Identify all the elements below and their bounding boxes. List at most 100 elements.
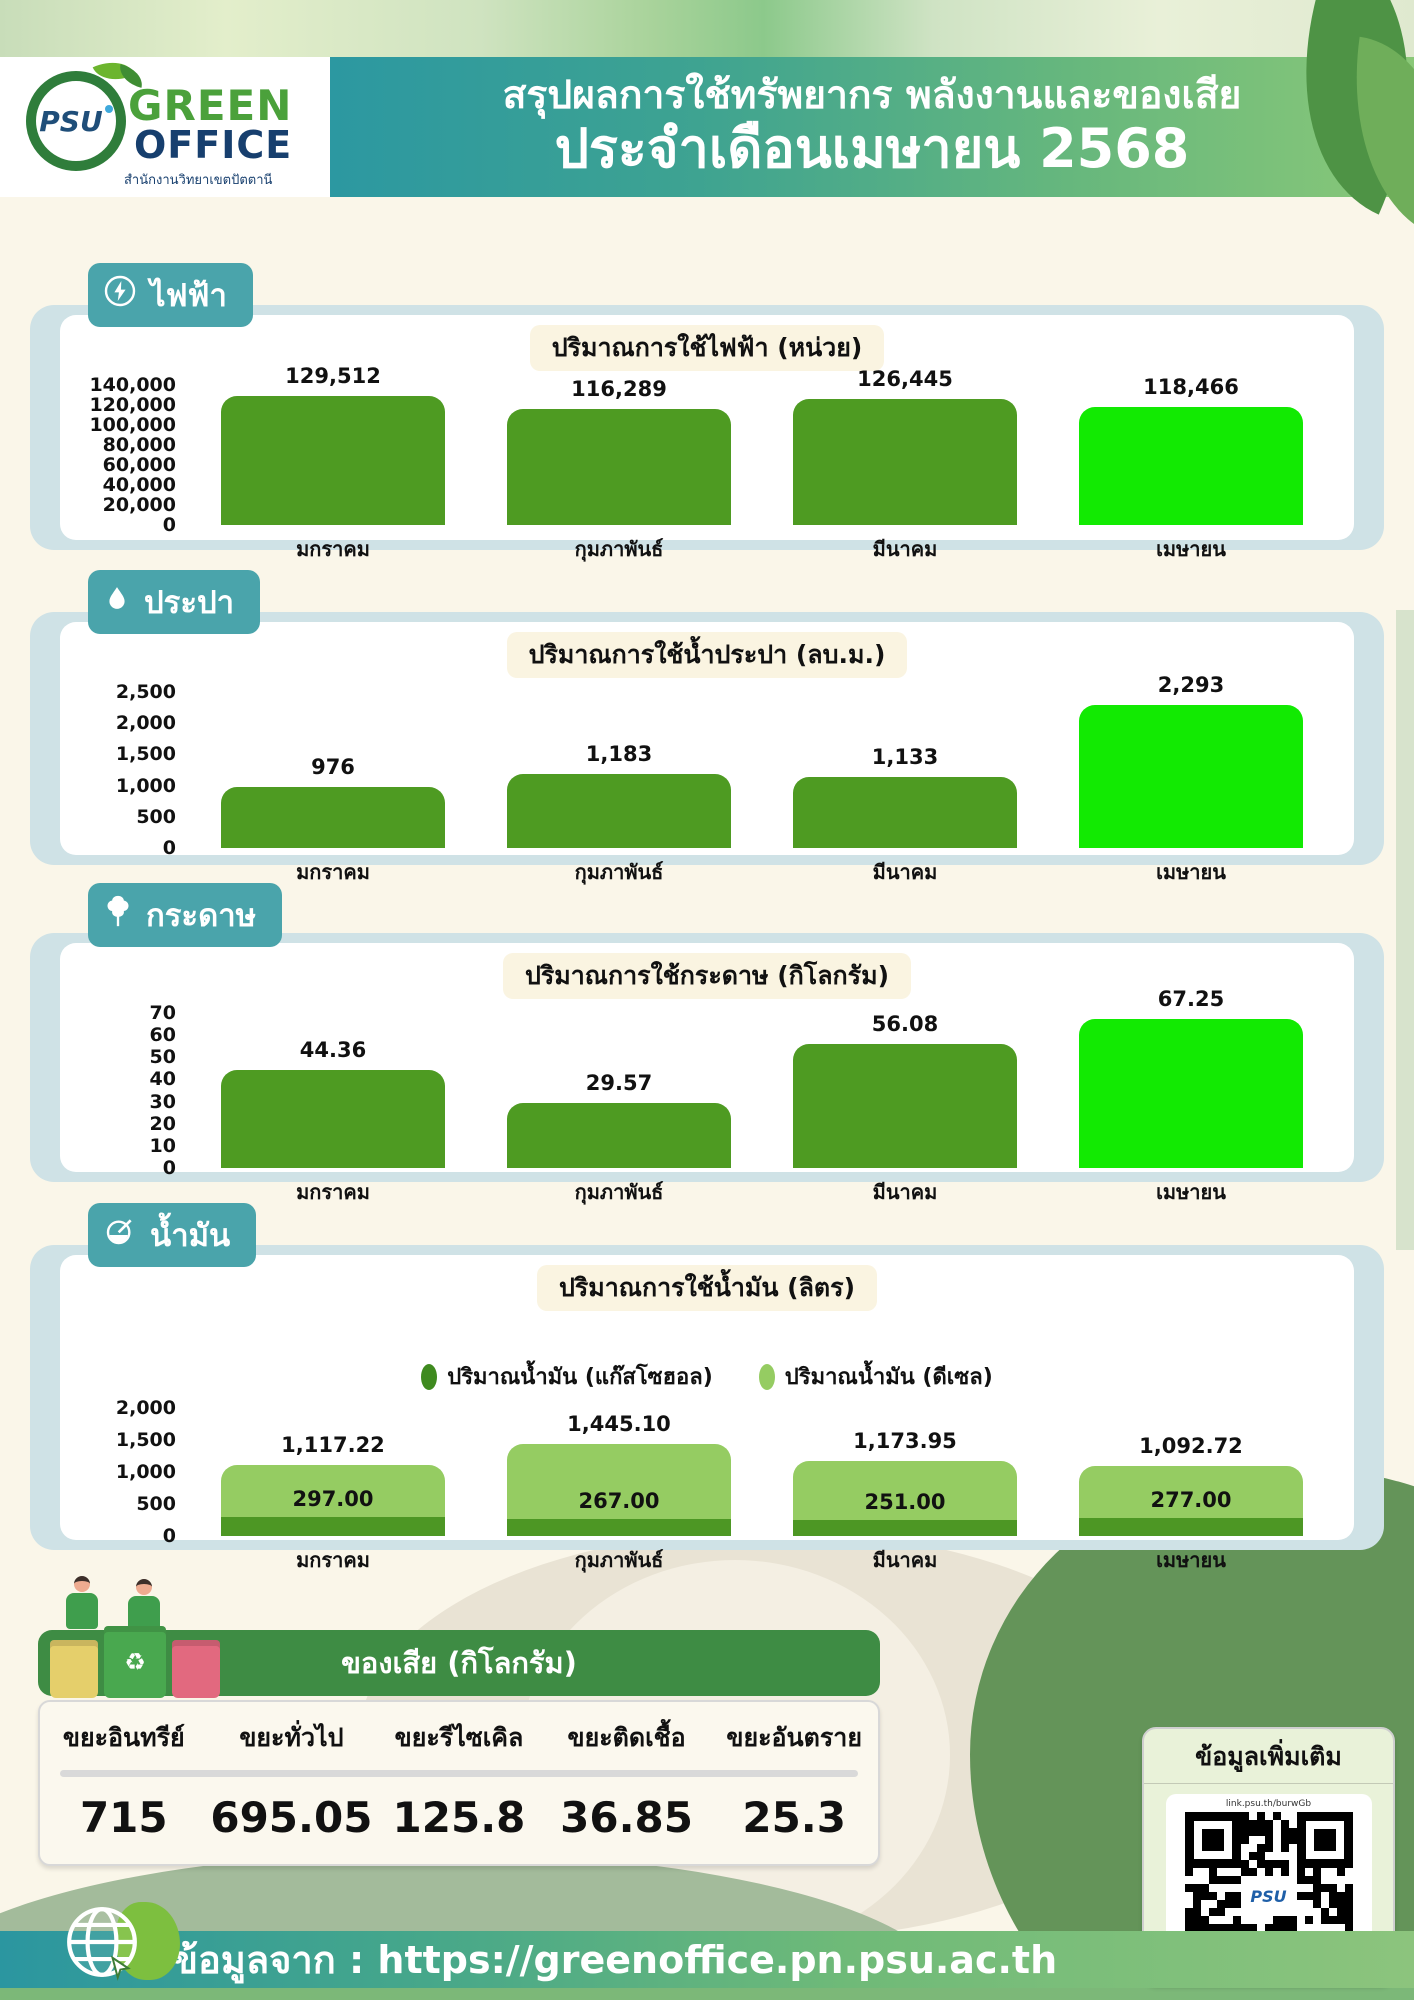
qr-module <box>1240 1924 1249 1932</box>
qr-module <box>1232 1916 1241 1924</box>
qr-module <box>1217 1868 1225 1876</box>
paper-chart-card: ปริมาณการใช้กระดาษ (กิโลกรัม) 70 60 50 40 30… <box>60 943 1354 1204</box>
person-illustration <box>64 1576 100 1629</box>
qr-module <box>1297 1900 1305 1908</box>
qr-module <box>1257 1868 1265 1876</box>
qr-module <box>1305 1884 1313 1892</box>
bar-value-label: 44.36 <box>299 1037 367 1062</box>
qr-module <box>1329 1868 1337 1876</box>
qr-module <box>1193 1876 1201 1884</box>
more-info-title: ข้อมูลเพิ่มเติม <box>1144 1729 1393 1784</box>
waste-column-header: ขยะทั่วไป <box>239 1723 344 1752</box>
lightning-icon <box>104 275 136 315</box>
qr-module <box>1280 1868 1289 1876</box>
month-label: เมษายน <box>1156 1548 1226 1572</box>
qr-module <box>1249 1860 1257 1868</box>
qr-module <box>1289 1860 1297 1868</box>
qr-module <box>1201 1908 1209 1916</box>
qr-module <box>1256 1844 1265 1852</box>
waste-title: ของเสีย (กิโลกรัม) <box>341 1646 577 1680</box>
qr-module <box>1248 1852 1257 1860</box>
qr-module <box>1225 1868 1233 1876</box>
qr-module <box>1248 1820 1257 1828</box>
qr-module <box>1280 1836 1289 1844</box>
electricity-badge: ไฟฟ้า <box>88 263 253 327</box>
qr-module <box>1288 1828 1297 1836</box>
qr-module <box>1192 1908 1201 1916</box>
gasohol-bar <box>793 1519 1017 1536</box>
qr-module <box>1208 1868 1217 1876</box>
qr-module <box>1320 1916 1329 1924</box>
y-axis-tick: 20,000 <box>102 494 176 516</box>
qr-module <box>1249 1836 1257 1844</box>
qr-module <box>1312 1884 1321 1892</box>
month-label: กุมภาพันธ์ <box>574 1180 664 1204</box>
qr-module <box>1296 1892 1305 1900</box>
qr-link-caption: link.psu.th/burwGb <box>1225 1799 1312 1809</box>
qr-module <box>1240 1820 1249 1828</box>
qr-module <box>1321 1892 1329 1900</box>
qr-module <box>1225 1884 1233 1892</box>
waste-value: 695.05 <box>210 1793 373 1842</box>
y-axis-tick: 120,000 <box>89 394 176 416</box>
oil-bar-chart: ปริมาณน้ำมัน (แก๊สโซฮอล) ปริมาณน้ำมัน (ดี… <box>80 1359 1334 1576</box>
qr-module <box>1337 1884 1345 1892</box>
gasohol-bar <box>1079 1518 1303 1536</box>
qr-module <box>1328 1892 1337 1900</box>
tree-icon <box>104 894 132 936</box>
y-axis-tick: 0 <box>162 1525 176 1547</box>
qr-module <box>1184 1908 1193 1916</box>
bar <box>793 777 1017 848</box>
qr-module <box>1345 1868 1353 1876</box>
qr-module <box>1289 1820 1297 1828</box>
month-label: เมษายน <box>1156 860 1226 884</box>
qr-module <box>1184 1884 1193 1892</box>
y-axis-tick: 1,000 <box>115 774 176 797</box>
qr-module <box>1289 1812 1297 1820</box>
y-axis-tick: 0 <box>162 514 176 536</box>
qr-module <box>1344 1924 1353 1932</box>
chart-title: ปริมาณการใช้ไฟฟ้า (หน่วย) <box>529 325 885 371</box>
qr-module <box>1321 1900 1329 1908</box>
qr-module <box>1272 1812 1281 1820</box>
qr-finder-icon <box>1184 1812 1241 1868</box>
qr-module <box>1313 1916 1321 1924</box>
gasohol-value-label: 297.00 <box>292 1487 374 1511</box>
y-axis-tick: 30 <box>149 1090 176 1113</box>
diesel-value-label: 1,092.72 <box>1139 1434 1243 1459</box>
qr-module <box>1329 1908 1337 1916</box>
qr-module <box>1224 1892 1233 1900</box>
qr-module <box>1336 1892 1345 1900</box>
qr-module <box>1273 1868 1281 1876</box>
qr-module <box>1304 1892 1313 1900</box>
qr-module <box>1297 1908 1305 1916</box>
qr-module <box>1185 1892 1193 1900</box>
bar <box>507 408 731 525</box>
y-axis-tick: 100,000 <box>89 414 176 436</box>
plot-area: 2,500 2,000 1,500 1,000 500 0 976 1,183 1,133 2,2… <box>80 673 1334 858</box>
qr-module <box>1225 1916 1233 1924</box>
qr-module <box>1249 1844 1257 1852</box>
electricity-section: ไฟฟ้า ปริมาณการใช้ไฟฟ้า (หน่วย) 140,000 1… <box>30 263 1384 561</box>
footer-source-url[interactable]: ข้อมูลจาก : https://greenoffice.pn.psu.a… <box>172 1938 1058 1982</box>
page-title-line2: ประจำเดือนเมษายน 2568 <box>554 117 1190 181</box>
qr-module <box>1248 1828 1257 1836</box>
qr-module <box>1208 1908 1217 1916</box>
qr-module <box>1328 1884 1337 1892</box>
month-label: กุมภาพันธ์ <box>574 537 664 561</box>
month-label: มกราคม <box>296 1548 370 1572</box>
footer-bar: ข้อมูลจาก : https://greenoffice.pn.psu.a… <box>0 1931 1414 1988</box>
page-title-line1: สรุปผลการใช้ทรัพยากร พลังงานและของเสีย <box>502 72 1242 118</box>
qr-module <box>1305 1868 1313 1876</box>
y-axis-tick: 500 <box>136 805 176 828</box>
bars-area: 976 1,183 1,133 2,293 <box>190 673 1334 848</box>
plot-area: 70 60 50 40 30 20 10 0 44.36 29.57 56.08 67.25 <box>80 987 1334 1178</box>
qr-module <box>1304 1876 1313 1884</box>
qr-module <box>1200 1916 1209 1924</box>
hazard-bin-icon <box>172 1640 220 1698</box>
qr-module <box>1256 1828 1265 1836</box>
qr-module <box>1289 1852 1297 1860</box>
bar-column: 1,133 <box>762 692 1048 848</box>
bar-column: 67.25 <box>1048 987 1334 1168</box>
qr-module <box>1312 1892 1321 1900</box>
